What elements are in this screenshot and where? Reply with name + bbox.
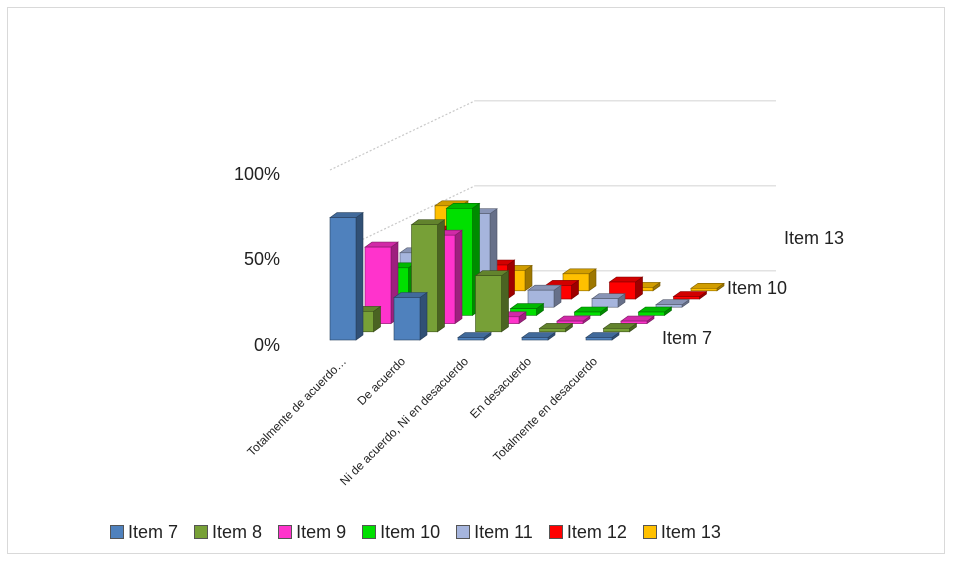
y-tick-label: 50%: [244, 249, 280, 269]
bar: [521, 331, 556, 341]
category-label: De acuerdo: [354, 354, 408, 408]
bar-front: [603, 328, 630, 333]
legend-item: Item 9: [278, 522, 346, 543]
legend-swatch: [194, 525, 209, 539]
bar-front: [591, 298, 619, 308]
legend-swatch: [642, 525, 657, 539]
category-label: Totalmente de acuerdo…: [244, 354, 349, 459]
legend-label: Item 10: [380, 521, 441, 542]
bar-side: [437, 219, 445, 333]
legend-item: Item 10: [362, 522, 440, 543]
category-label: Ni de acuerdo, Ni en desacuerdo: [337, 354, 471, 488]
bar-front: [475, 275, 502, 333]
legend-label: Item 7: [128, 521, 179, 542]
bar: [457, 331, 492, 341]
gridline: [329, 100, 476, 171]
bar: [637, 306, 673, 316]
bar-front: [457, 337, 485, 341]
legend-item: Item 8: [194, 522, 262, 543]
legend-swatch: [110, 525, 124, 539]
category-label: En desacuerdo: [467, 354, 534, 421]
bar-front: [521, 337, 549, 341]
legend-label: Item 12: [566, 521, 627, 542]
legend-label: Item 8: [212, 521, 263, 542]
bar: [602, 322, 638, 333]
bar: [591, 293, 626, 308]
legend-item: Item 7: [110, 522, 178, 543]
gridline: [329, 185, 476, 256]
legend-item: Item 12: [548, 521, 627, 543]
bar-side: [355, 212, 364, 341]
bar-front: [638, 311, 665, 316]
bar: [573, 306, 609, 316]
bar: [620, 315, 655, 325]
legend-label: Item 11: [474, 521, 533, 542]
y-tick-label: 0%: [254, 335, 280, 355]
bar-front: [574, 311, 601, 316]
legend-swatch: [548, 525, 563, 539]
depth-axis-label: Item 7: [662, 328, 712, 348]
chart-plot: 0% 50% 100% Totalmente de acuerdo… De ac…: [234, 100, 844, 488]
bar-side: [501, 270, 509, 333]
bar: [655, 299, 690, 308]
y-tick-label: 100%: [234, 164, 280, 184]
bar: [527, 284, 562, 308]
bar-front: [393, 297, 421, 341]
legend-item: Item 11: [456, 522, 533, 543]
legend: Item 7 Item 8 Item 9 Item 10 Item 11 Ite…: [110, 520, 721, 544]
bars: [329, 200, 725, 341]
bar-front: [329, 217, 357, 341]
bar-side: [454, 229, 463, 325]
bar: [585, 331, 620, 341]
bar: [538, 322, 574, 333]
legend-item: Item 13: [642, 521, 721, 543]
bar: [329, 212, 364, 341]
legend-swatch: [456, 525, 471, 539]
bar: [556, 315, 591, 325]
bar-front: [539, 328, 566, 333]
legend-swatch: [362, 525, 377, 539]
bar-front: [690, 287, 718, 292]
depth-axis-label: Item 10: [727, 278, 787, 298]
legend-swatch: [278, 525, 293, 539]
legend-label: Item 9: [296, 521, 347, 542]
bar: [690, 282, 725, 292]
bar: [393, 291, 428, 341]
bar-front: [585, 337, 613, 341]
bar: [474, 270, 510, 333]
depth-axis-label: Item 13: [784, 228, 844, 248]
legend-label: Item 13: [660, 521, 721, 542]
bar: [672, 290, 708, 300]
bar-side: [419, 291, 428, 341]
bar-front: [673, 296, 700, 300]
